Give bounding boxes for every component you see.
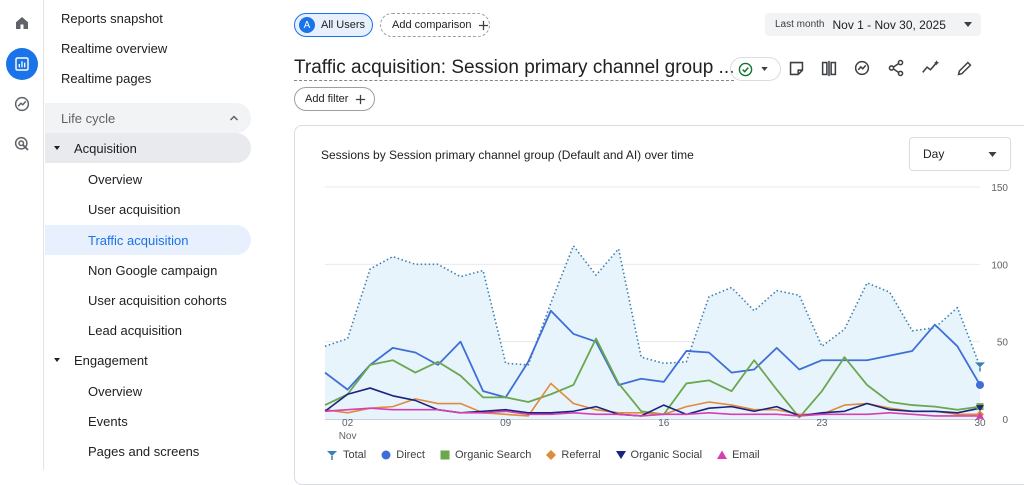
sidebar-item-label: User acquisition — [88, 201, 181, 217]
caret-down-icon — [54, 358, 60, 362]
legend-item-direct[interactable]: Direct — [380, 449, 425, 461]
date-range-label: Nov 1 - Nov 30, 2025 — [832, 17, 946, 32]
sidebar-item-label: Lead acquisition — [88, 322, 182, 338]
granularity-select[interactable]: Day — [909, 137, 1011, 171]
sidebar-item-label: Realtime overview — [61, 40, 168, 56]
sidebar-item-label: Overview — [88, 171, 143, 187]
legend-label: Referral — [561, 449, 601, 461]
date-prefix: Last month — [775, 19, 825, 30]
check-circle-icon — [738, 62, 753, 76]
sidebar-item-label: Realtime pages — [61, 70, 152, 86]
chart-legend: Total Direct Organic Search Referral Org… — [325, 449, 774, 461]
sidebar-item-label: Events — [88, 413, 128, 429]
report-status-dropdown[interactable] — [730, 57, 781, 81]
explore-icon[interactable] — [6, 88, 38, 120]
legend-item-organic-search[interactable]: Organic Search — [439, 449, 531, 461]
legend-item-organic-social[interactable]: Organic Social — [615, 449, 703, 461]
page-title[interactable]: Traffic acquisition: Session primary cha… — [294, 57, 735, 81]
chart-card: Sessions by Session primary channel grou… — [294, 125, 1024, 485]
sidebar-item-label: Traffic acquisition — [88, 232, 189, 248]
sidebar-item-realtime-pages[interactable]: Realtime pages — [45, 63, 251, 93]
legend-label: Direct — [396, 449, 425, 461]
sidebar-item-pages-and-screens[interactable]: Pages and screens — [45, 436, 251, 466]
sidebar-item-reports-snapshot[interactable]: Reports snapshot — [45, 3, 251, 33]
sidebar-item-label: Reports snapshot — [61, 10, 163, 26]
section-label: Life cycle — [61, 110, 116, 126]
sidebar-item-eng-overview[interactable]: Overview — [45, 376, 251, 406]
add-filter-button[interactable]: Add filter — [294, 87, 375, 111]
caret-down-icon — [988, 151, 997, 157]
sidebar: Reports snapshot Realtime overview Realt… — [45, 0, 260, 470]
sidebar-item-traffic-acquisition[interactable]: Traffic acquisition — [45, 225, 251, 255]
sidebar-item-label: Non Google campaign — [88, 262, 218, 278]
advertising-icon[interactable] — [6, 128, 38, 160]
legend-label: Total — [343, 449, 367, 461]
compare-icon[interactable] — [817, 56, 841, 80]
sidebar-item-label: Pages and screens — [88, 443, 200, 459]
segment-label: All Users — [321, 19, 366, 31]
caret-down-icon — [54, 146, 60, 150]
caret-down-icon — [964, 22, 972, 27]
chart-card-title: Sessions by Session primary channel grou… — [321, 148, 694, 162]
plus-icon — [478, 20, 488, 30]
sidebar-item-label: Engagement — [74, 352, 148, 368]
legend-item-total[interactable]: Total — [325, 449, 366, 461]
legend-marker-organic-search — [440, 450, 450, 460]
legend-marker-total — [327, 451, 337, 460]
legend-marker-referral — [546, 450, 557, 460]
date-range-picker[interactable]: Last month Nov 1 - Nov 30, 2025 — [765, 13, 981, 36]
legend-marker-email — [717, 450, 728, 459]
add-comparison-label: Add comparison — [392, 19, 472, 31]
chevron-up-icon — [229, 115, 239, 121]
segment-avatar: A — [299, 17, 315, 33]
insights-icon[interactable] — [850, 56, 874, 80]
sidebar-item-lead-acquisition[interactable]: Lead acquisition — [45, 315, 251, 345]
plus-icon — [356, 94, 366, 104]
home-icon[interactable] — [6, 7, 38, 39]
legend-label: Organic Search — [454, 449, 532, 461]
granularity-value: Day — [923, 147, 945, 161]
sidebar-item-events[interactable]: Events — [45, 406, 251, 436]
sidebar-item-engagement[interactable]: Engagement — [45, 345, 251, 375]
annotation-icon[interactable] — [784, 56, 808, 80]
legend-marker-organic-social — [615, 451, 626, 459]
sidebar-item-user-acquisition[interactable]: User acquisition — [45, 194, 251, 224]
add-comparison-button[interactable]: Add comparison — [380, 13, 490, 37]
sidebar-item-acquisition[interactable]: Acquisition — [45, 133, 251, 163]
add-filter-label: Add filter — [305, 93, 349, 105]
legend-marker-direct — [381, 450, 391, 460]
sidebar-item-label: User acquisition cohorts — [88, 292, 227, 308]
sidebar-item-acq-overview[interactable]: Overview — [45, 164, 251, 194]
legend-item-referral[interactable]: Referral — [545, 449, 601, 461]
edit-icon[interactable] — [952, 56, 976, 80]
main-content: A All Users Add comparison Last month No… — [260, 0, 1024, 485]
reports-icon[interactable] — [6, 48, 38, 80]
sidebar-item-non-google-campaign[interactable]: Non Google campaign — [45, 255, 251, 285]
legend-item-email[interactable]: Email — [716, 449, 760, 461]
sidebar-item-label: Acquisition — [74, 140, 137, 156]
legend-label: Organic Social — [630, 449, 703, 461]
section-life-cycle[interactable]: Life cycle — [45, 103, 251, 133]
legend-label: Email — [732, 449, 760, 461]
segment-chip-all-users[interactable]: A All Users — [294, 13, 373, 37]
trending-sparkle-icon[interactable] — [918, 56, 942, 80]
sidebar-item-user-acquisition-cohorts[interactable]: User acquisition cohorts — [45, 285, 251, 315]
share-icon[interactable] — [884, 56, 908, 80]
sidebar-item-realtime-overview[interactable]: Realtime overview — [45, 33, 251, 63]
sidebar-item-label: Overview — [88, 383, 143, 399]
caret-down-icon — [761, 67, 768, 71]
nav-rail — [0, 0, 44, 470]
